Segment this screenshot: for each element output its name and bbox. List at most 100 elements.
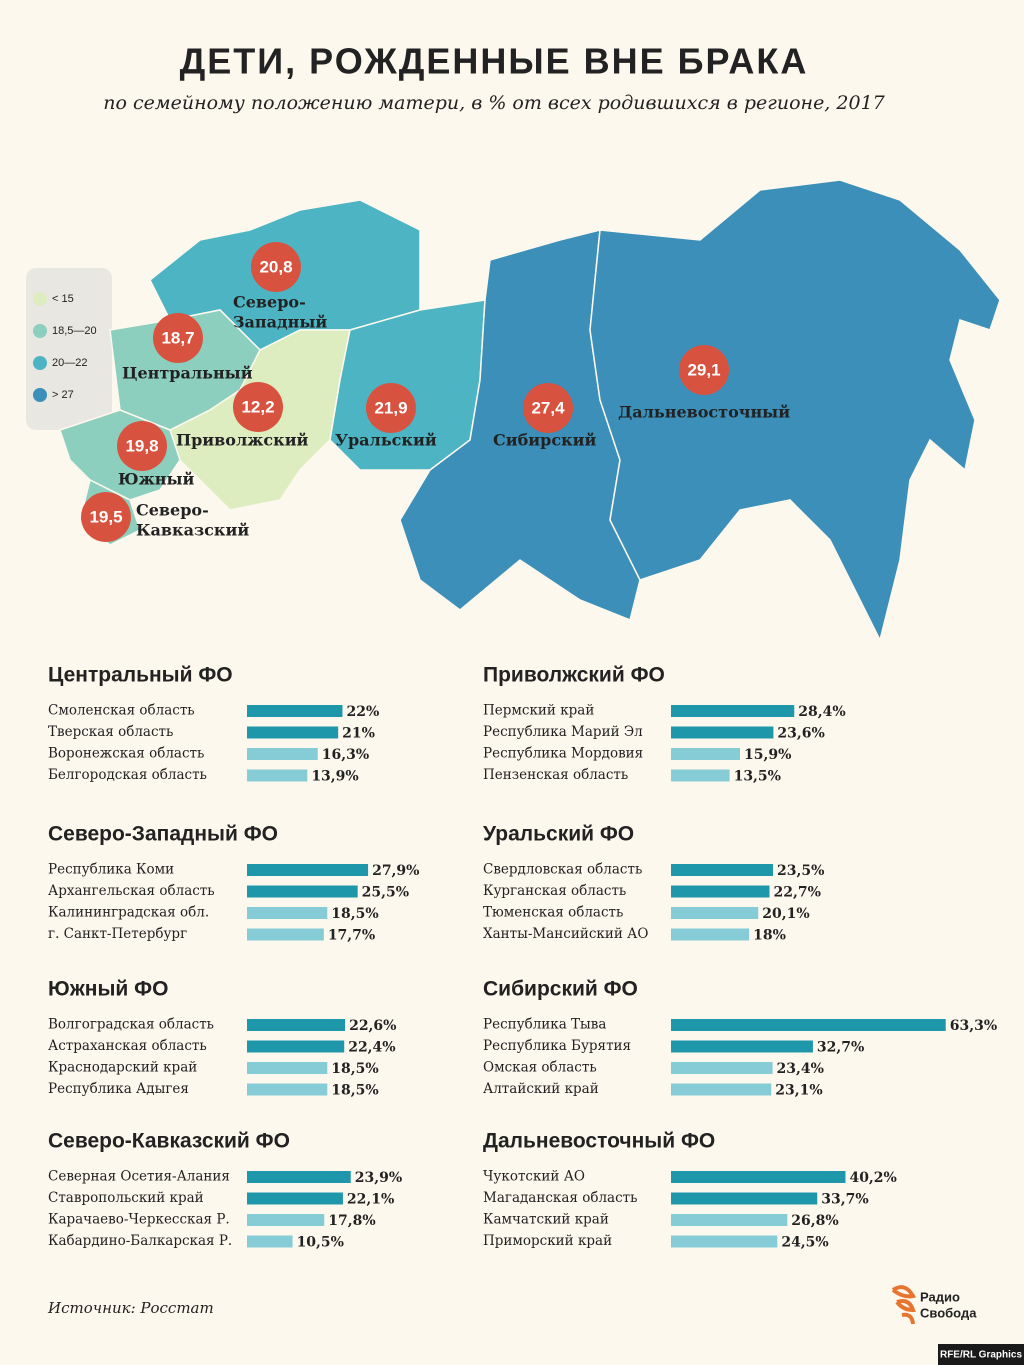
legend-label: 18,5—20: [52, 325, 97, 337]
value-label: 20,8: [259, 257, 292, 276]
logo-text: Радио: [920, 1289, 960, 1304]
value-label: 23,4%: [777, 1061, 824, 1077]
value-label: 23,1%: [775, 1083, 822, 1099]
bar: [671, 1214, 788, 1226]
bar: [671, 705, 795, 717]
value-circle: [251, 242, 301, 292]
logo: Радио Свобода: [891, 1285, 977, 1325]
value-label: 18,5%: [331, 906, 378, 922]
value-label: 17,7%: [328, 928, 375, 944]
district-name: Центральный: [122, 364, 253, 383]
bar: [247, 1171, 351, 1183]
bar: [247, 1062, 328, 1074]
value-label: 23,6%: [777, 726, 824, 742]
category-label: Смоленская область: [48, 703, 195, 719]
legend-swatch: [33, 356, 47, 370]
chart-title: Уральский ФО: [483, 823, 634, 846]
category-label: Астраханская область: [48, 1038, 207, 1054]
bar: [247, 1214, 325, 1226]
bar: [671, 769, 730, 782]
bar: [671, 1171, 846, 1183]
value-label: 22,6%: [349, 1018, 396, 1034]
legend-label: < 15: [52, 293, 74, 305]
legend-box: [26, 268, 112, 430]
value-label: 21,9: [374, 398, 407, 417]
value-label: 22%: [346, 704, 379, 720]
value-label: 29,1: [687, 360, 720, 379]
category-label: Пензенская область: [483, 767, 628, 783]
value-label: 18%: [753, 928, 786, 944]
value-label: 28,4%: [798, 704, 845, 720]
value-label: 12,2: [241, 397, 274, 416]
district-name: Сибирский: [493, 431, 596, 450]
value-label: 22,7%: [774, 885, 821, 901]
category-label: Архангельская область: [48, 883, 215, 899]
bar: [247, 907, 328, 919]
legend-swatch: [33, 388, 47, 402]
category-label: Алтайский край: [483, 1081, 599, 1097]
category-label: Краснодарский край: [48, 1060, 197, 1076]
value-circle: [153, 313, 203, 363]
source: Источник: Росстат: [47, 1299, 214, 1317]
chart-title: Северо-Западный ФО: [48, 823, 278, 846]
district-name: Северо-: [233, 293, 306, 312]
bar: [671, 928, 750, 941]
bar: [247, 726, 339, 739]
chart-title: Дальневосточный ФО: [483, 1130, 715, 1153]
category-label: Камчатский край: [483, 1212, 609, 1228]
category-label: Кабардино-Балкарская Р.: [48, 1233, 232, 1249]
category-label: Воронежская область: [48, 746, 204, 762]
bar: [247, 705, 343, 717]
value-label: 63,3%: [950, 1018, 997, 1034]
value-label: 27,4: [531, 398, 565, 417]
bar: [671, 1083, 772, 1096]
value-label: 21%: [342, 726, 375, 742]
bar: [671, 1192, 818, 1205]
bar: [247, 1235, 293, 1248]
chart-title: Приволжский ФО: [483, 664, 665, 687]
value-label: 22,4%: [348, 1040, 395, 1056]
value-label: 24,5%: [781, 1235, 828, 1251]
bar: [247, 1083, 328, 1096]
bar: [247, 748, 318, 760]
bar: [671, 1062, 773, 1074]
value-label: 19,5: [89, 507, 122, 526]
district-name: Северо-: [136, 501, 209, 520]
legend-swatch: [33, 324, 47, 338]
value-label: 18,7: [161, 328, 194, 347]
value-label: 22,1%: [347, 1192, 394, 1208]
bar: [247, 1192, 343, 1205]
category-label: Северная Осетия-Алания: [48, 1169, 230, 1185]
category-label: г. Санкт-Петербург: [48, 926, 187, 942]
value-label: 27,9%: [372, 863, 419, 879]
value-label: 23,9%: [355, 1170, 402, 1186]
category-label: Калининградская обл.: [48, 905, 209, 921]
category-label: Республика Адыгея: [48, 1081, 189, 1097]
subtitle: по семейному положению матери, в % от вс…: [103, 92, 885, 114]
chart-title: Центральный ФО: [48, 664, 233, 687]
value-label: 17,8%: [328, 1213, 375, 1229]
logo-mark: [891, 1285, 917, 1325]
bar: [671, 726, 774, 739]
value-circle: [81, 492, 131, 542]
district-name: Приволжский: [176, 431, 309, 450]
logo-text: Свобода: [920, 1305, 977, 1320]
value-label: 13,5%: [734, 769, 781, 785]
value-label: 33,7%: [821, 1192, 868, 1208]
title: ДЕТИ, РОЖДЕННЫЕ ВНЕ БРАКА: [180, 41, 809, 82]
value-circle: [523, 383, 573, 433]
bar-charts: Центральный ФО Смоленская область 22% Тверс…: [48, 664, 997, 1251]
credit: RFE/RL Graphics: [940, 1350, 1022, 1361]
district-area: [589, 179, 1001, 643]
bar: [671, 748, 741, 760]
category-label: Пермский край: [483, 703, 594, 719]
value-label: 13,9%: [311, 769, 358, 785]
value-label: 26,8%: [791, 1213, 838, 1229]
bar: [247, 769, 308, 782]
bar: [671, 1040, 813, 1053]
value-label: 18,5%: [331, 1061, 378, 1077]
category-label: Республика Марий Эл: [483, 724, 643, 740]
bar: [247, 1040, 345, 1053]
bar: [247, 864, 369, 876]
